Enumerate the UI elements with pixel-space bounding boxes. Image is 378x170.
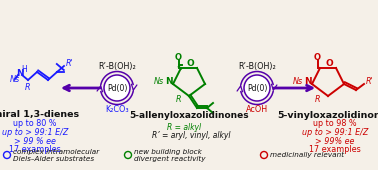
Text: Ns: Ns [10, 75, 20, 84]
Text: K₂CO₃: K₂CO₃ [105, 105, 129, 114]
Text: up to > 99:1 E/Z: up to > 99:1 E/Z [2, 128, 68, 137]
Text: N: N [165, 78, 173, 87]
Text: > 99 % ee: > 99 % ee [14, 137, 56, 146]
Text: > 99% ee: > 99% ee [315, 137, 355, 146]
Text: R = alkyl: R = alkyl [167, 123, 201, 132]
Text: O: O [313, 54, 321, 63]
Text: medicinally relevant: medicinally relevant [270, 152, 344, 158]
Text: up to 80 %: up to 80 % [13, 120, 57, 129]
Text: new building block: new building block [134, 149, 202, 155]
Text: Ns: Ns [154, 78, 164, 87]
Text: Ns: Ns [293, 78, 303, 87]
Text: AcOH: AcOH [246, 105, 268, 114]
Text: N: N [304, 78, 312, 87]
Circle shape [104, 75, 130, 101]
Text: R': R' [66, 59, 74, 69]
Text: divergent reactivity: divergent reactivity [134, 156, 206, 162]
Text: R: R [25, 82, 31, 91]
Text: R': R' [366, 78, 374, 87]
Text: up to 98 %: up to 98 % [313, 120, 357, 129]
Text: chiral 1,3-dienes: chiral 1,3-dienes [0, 110, 79, 120]
Circle shape [244, 75, 270, 101]
Text: R’-B(OH)₂: R’-B(OH)₂ [98, 63, 136, 72]
Text: R: R [315, 95, 321, 104]
Text: 5-vinyloxazolidinones: 5-vinyloxazolidinones [277, 110, 378, 120]
Text: 5-allenyloxazolidinones: 5-allenyloxazolidinones [129, 112, 249, 121]
Text: O: O [175, 54, 181, 63]
Text: up to > 99:1 E/Z: up to > 99:1 E/Z [302, 128, 368, 137]
Text: R: R [176, 95, 182, 104]
Text: O: O [186, 58, 194, 67]
Text: O: O [325, 58, 333, 67]
Text: N: N [16, 70, 24, 79]
Text: 17 examples: 17 examples [9, 145, 61, 154]
Text: R’-B(OH)₂: R’-B(OH)₂ [238, 63, 276, 72]
Text: R’ = aryl, vinyl, alkyl: R’ = aryl, vinyl, alkyl [152, 132, 230, 140]
Text: H: H [21, 65, 27, 74]
Text: 17 examples: 17 examples [309, 145, 361, 154]
Text: complex intramolecular: complex intramolecular [13, 149, 99, 155]
Text: Diels–Alder substrates: Diels–Alder substrates [13, 156, 94, 162]
Text: Pd(0): Pd(0) [107, 83, 127, 92]
Text: Pd(0): Pd(0) [247, 83, 267, 92]
